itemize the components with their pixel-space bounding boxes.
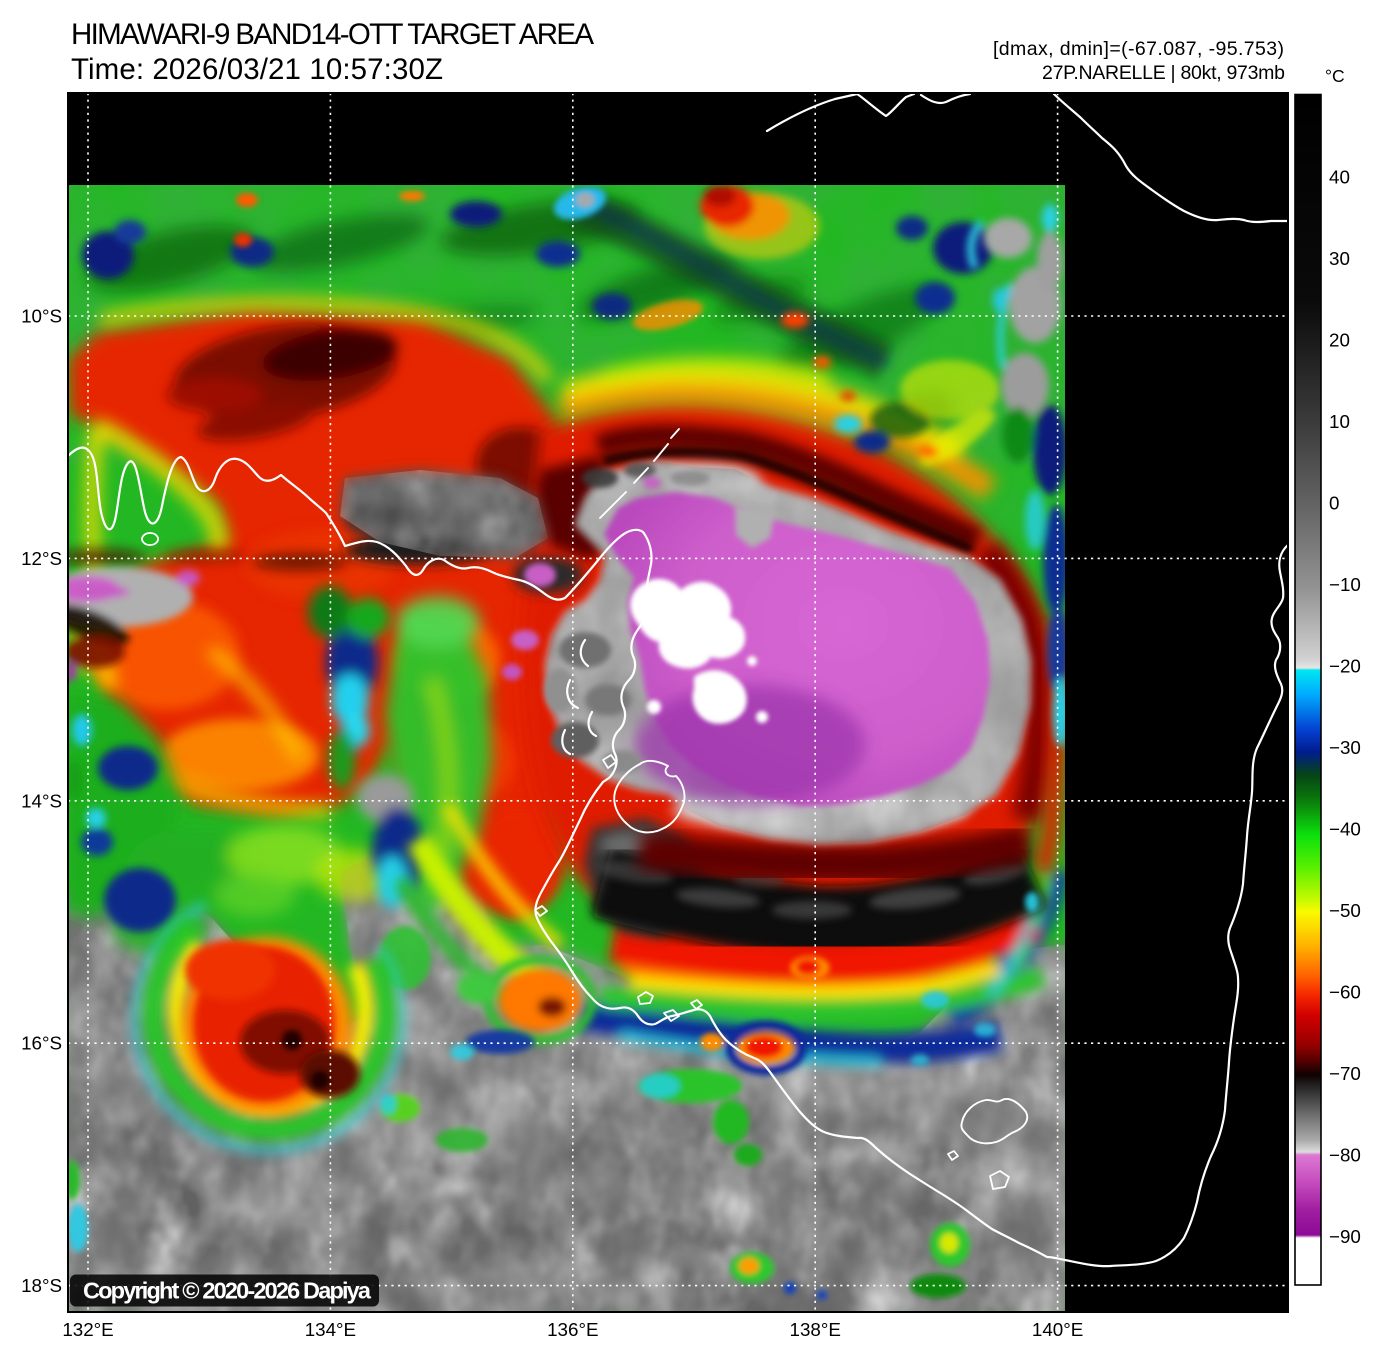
svg-text:140°E: 140°E xyxy=(1032,1319,1083,1340)
svg-text:10°S: 10°S xyxy=(21,306,62,327)
svg-text:−40: −40 xyxy=(1329,819,1361,840)
svg-text:12°S: 12°S xyxy=(21,548,62,569)
svg-text:20: 20 xyxy=(1329,330,1350,351)
svg-text:138°E: 138°E xyxy=(790,1319,841,1340)
svg-text:27P.NARELLE | 80kt, 973mb: 27P.NARELLE | 80kt, 973mb xyxy=(1042,62,1285,84)
svg-text:132°E: 132°E xyxy=(62,1319,113,1340)
svg-text:−80: −80 xyxy=(1329,1145,1361,1166)
svg-text:134°E: 134°E xyxy=(305,1319,356,1340)
svg-text:°C: °C xyxy=(1325,66,1345,86)
svg-text:−10: −10 xyxy=(1329,574,1361,595)
svg-text:−20: −20 xyxy=(1329,656,1361,677)
svg-text:136°E: 136°E xyxy=(547,1319,598,1340)
svg-text:−30: −30 xyxy=(1329,737,1361,758)
svg-text:10: 10 xyxy=(1329,411,1350,432)
svg-text:18°S: 18°S xyxy=(21,1275,62,1296)
svg-text:40: 40 xyxy=(1329,167,1350,188)
svg-text:−50: −50 xyxy=(1329,900,1361,921)
svg-text:Time: 2026/03/21 10:57:30Z: Time: 2026/03/21 10:57:30Z xyxy=(71,53,443,86)
svg-text:−60: −60 xyxy=(1329,982,1361,1003)
svg-text:−70: −70 xyxy=(1329,1063,1361,1084)
svg-text:0: 0 xyxy=(1329,493,1339,514)
svg-text:30: 30 xyxy=(1329,248,1350,269)
svg-text:Copyright © 2020-2026 Dapiya: Copyright © 2020-2026 Dapiya xyxy=(83,1278,372,1304)
svg-text:16°S: 16°S xyxy=(21,1033,62,1054)
svg-text:−90: −90 xyxy=(1329,1226,1361,1247)
svg-text:[dmax, dmin]=(-67.087, -95.753: [dmax, dmin]=(-67.087, -95.753) xyxy=(993,38,1284,60)
svg-text:HIMAWARI-9 BAND14-OTT TARGET A: HIMAWARI-9 BAND14-OTT TARGET AREA xyxy=(71,18,594,51)
svg-text:14°S: 14°S xyxy=(21,790,62,811)
